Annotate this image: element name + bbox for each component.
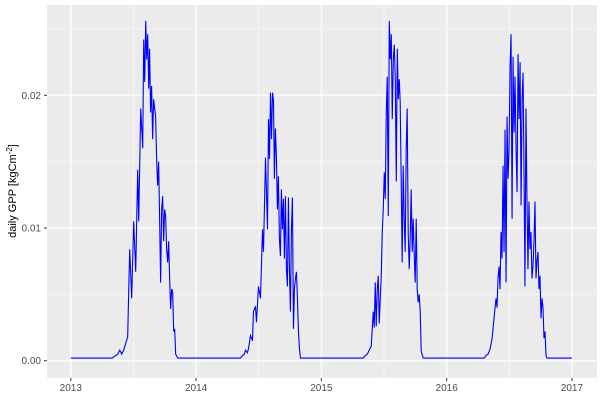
x-tick-label: 2015 [310,383,333,394]
x-tick-label: 2017 [561,383,584,394]
x-tick-label: 2013 [60,383,83,394]
y-axis-title: daily GPP [kgCm-2] [5,144,19,238]
y-tick-label: 0.00 [22,356,42,367]
y-axis-title-bracket: ] [7,144,19,148]
x-tick-label: 2016 [436,383,459,394]
gpp-line-series [70,20,572,359]
y-axis-title-text: daily GPP [kgCm [7,154,19,238]
x-tick-label: 2014 [185,383,208,394]
y-tick-label: 0.01 [22,224,42,235]
y-tick-label: 0.02 [22,91,42,102]
y-axis-title-superscript: -2 [5,147,14,155]
